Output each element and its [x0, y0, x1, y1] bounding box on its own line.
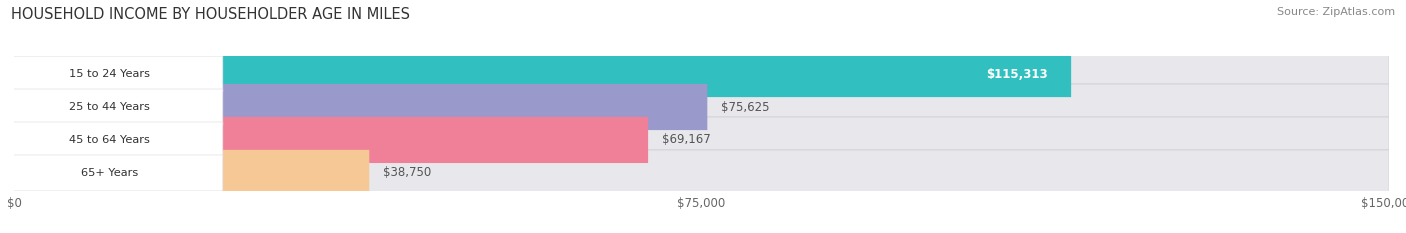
- Text: $69,167: $69,167: [662, 134, 710, 147]
- Text: $75,625: $75,625: [721, 100, 769, 113]
- FancyBboxPatch shape: [14, 51, 1071, 97]
- FancyBboxPatch shape: [0, 56, 222, 92]
- FancyBboxPatch shape: [14, 84, 707, 130]
- FancyBboxPatch shape: [14, 150, 1389, 196]
- Text: 15 to 24 Years: 15 to 24 Years: [69, 69, 150, 79]
- FancyBboxPatch shape: [14, 51, 1389, 97]
- Text: $38,750: $38,750: [382, 166, 432, 179]
- Text: Source: ZipAtlas.com: Source: ZipAtlas.com: [1277, 7, 1395, 17]
- Text: HOUSEHOLD INCOME BY HOUSEHOLDER AGE IN MILES: HOUSEHOLD INCOME BY HOUSEHOLDER AGE IN M…: [11, 7, 411, 22]
- FancyBboxPatch shape: [0, 89, 222, 125]
- Text: 45 to 64 Years: 45 to 64 Years: [69, 135, 150, 145]
- Text: $115,313: $115,313: [987, 68, 1049, 81]
- FancyBboxPatch shape: [14, 117, 1389, 163]
- FancyBboxPatch shape: [14, 84, 1389, 130]
- FancyBboxPatch shape: [14, 150, 370, 196]
- FancyBboxPatch shape: [14, 117, 648, 163]
- Text: 25 to 44 Years: 25 to 44 Years: [69, 102, 150, 112]
- Text: 65+ Years: 65+ Years: [80, 168, 138, 178]
- FancyBboxPatch shape: [0, 122, 222, 158]
- FancyBboxPatch shape: [0, 155, 222, 191]
